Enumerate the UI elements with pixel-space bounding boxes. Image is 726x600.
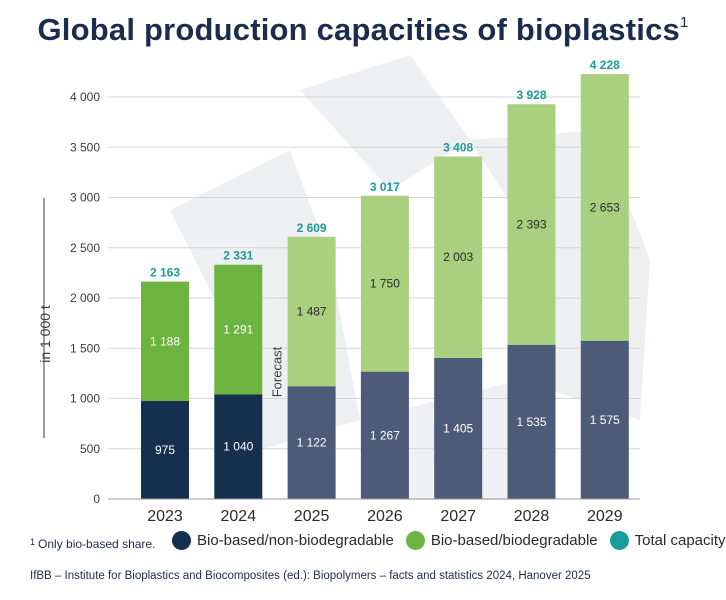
total-label: 3 928	[516, 88, 546, 102]
data-label: 1 267	[370, 428, 400, 442]
x-tick-label: 2026	[367, 508, 403, 525]
y-tick-label: 2 500	[70, 241, 100, 255]
bars: 975 1 188 2 163 1 040 1 291 2 331 1 122 1 487 2 …	[141, 58, 629, 499]
title-footnote-marker: 1	[679, 14, 689, 31]
legend-swatch-non-biodegradable	[172, 531, 191, 550]
y-tick-label: 4 000	[70, 90, 100, 104]
bar-segment-biodegradable	[580, 74, 629, 341]
data-label: 1 291	[223, 323, 253, 337]
data-label: 1 750	[370, 277, 400, 291]
bar-segment-biodegradable	[360, 195, 409, 372]
data-label: 2 653	[590, 200, 620, 214]
data-label: 975	[155, 443, 175, 457]
x-tick-label: 2024	[221, 508, 257, 525]
legend-item-non-biodegradable: Bio-based/non-biodegradable	[172, 531, 394, 550]
bar-segment-biodegradable	[141, 281, 189, 402]
bar-segment-biodegradable	[434, 156, 483, 358]
x-axis-ticks: 2023 2024 2025 2026 2027 2028 2029	[147, 508, 622, 525]
legend-label-biodegradable: Bio-based/biodegradable	[430, 532, 598, 549]
y-tick-label: 1 500	[70, 341, 100, 355]
y-tick-label: 1 000	[70, 392, 100, 406]
bar-segment-biodegradable	[507, 104, 556, 345]
total-label: 3 017	[370, 180, 400, 194]
y-tick-label: 500	[80, 442, 100, 456]
bar-segment-non-biodegradable	[580, 340, 629, 499]
bar-segment-biodegradable	[214, 264, 263, 395]
source-citation: IfBB – Institute for Bioplastics and Bio…	[30, 570, 591, 582]
y-tick-label: 2 000	[70, 291, 100, 305]
footnote-text: Only bio-based share.	[38, 537, 156, 551]
chart-title: Global production capacities of bioplast…	[0, 12, 726, 48]
data-label: 1 122	[297, 436, 327, 450]
data-label: 1 575	[590, 413, 620, 427]
legend-swatch-total-capacity	[609, 531, 629, 550]
legend-label-non-biodegradable: Bio-based/non-biodegradable	[197, 532, 394, 549]
y-axis-ticks: 0 500 1 000 1 500 2 000 2 500 3 000 3 500 4 000	[70, 90, 100, 506]
data-label: 1 040	[223, 440, 253, 454]
data-label: 1 405	[443, 421, 473, 435]
bar-segment-non-biodegradable	[434, 357, 483, 499]
y-tick-label: 3 000	[70, 191, 100, 205]
bar-segment-non-biodegradable	[141, 401, 189, 499]
forecast-label: Forecast	[270, 346, 285, 397]
footnote-marker: 1	[30, 537, 36, 547]
data-label: 2 393	[516, 217, 546, 231]
x-tick-label: 2028	[514, 508, 550, 525]
bar-segment-biodegradable	[287, 236, 336, 387]
data-label: 1 535	[516, 415, 546, 429]
footnote: 1 Only bio-based share.	[30, 537, 155, 551]
x-tick-label: 2023	[147, 508, 183, 525]
total-label: 2 609	[297, 221, 327, 235]
legend-label-total-capacity: Total capacity	[634, 532, 726, 549]
bar-segment-non-biodegradable	[360, 371, 409, 499]
y-axis-label: in 1 000 t	[37, 305, 53, 363]
data-label: 2 003	[443, 250, 473, 264]
y-tick-label: 3 500	[70, 140, 100, 154]
y-tick-label: 0	[93, 492, 100, 506]
legend-item-total-capacity: Total capacity	[609, 531, 726, 550]
data-label: 1 487	[297, 305, 327, 319]
bar-segment-non-biodegradable	[287, 386, 336, 499]
chart-title-text: Global production capacities of bioplast…	[37, 12, 680, 47]
total-label: 3 408	[443, 140, 473, 154]
total-label: 2 163	[150, 266, 180, 280]
legend-swatch-biodegradable	[405, 531, 425, 550]
x-tick-label: 2027	[440, 508, 476, 525]
x-tick-label: 2029	[587, 508, 623, 525]
total-label: 4 228	[590, 58, 620, 72]
x-tick-label: 2025	[294, 508, 330, 525]
data-label: 1 188	[150, 334, 180, 348]
legend-item-biodegradable: Bio-based/biodegradable	[405, 531, 598, 550]
bar-segment-non-biodegradable	[214, 394, 263, 499]
legend: Bio-based/non-biodegradable Bio-based/bi…	[172, 531, 726, 550]
total-label: 2 331	[223, 249, 253, 263]
bar-segment-non-biodegradable	[507, 344, 556, 499]
